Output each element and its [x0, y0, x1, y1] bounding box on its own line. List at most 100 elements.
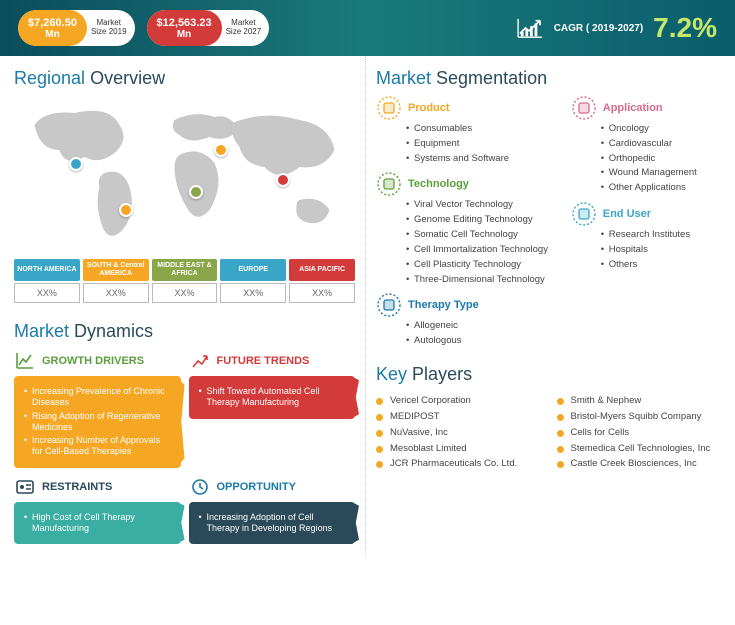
region-pct: XX% — [220, 283, 286, 303]
dynamics-box: High Cost of Cell Therapy Manufacturing — [14, 502, 181, 545]
growth-chart-icon — [516, 17, 544, 39]
map-pin — [119, 203, 133, 217]
map-pin — [214, 143, 228, 157]
dynamics-box: Increasing Prevalence of Chronic Disease… — [14, 376, 181, 468]
segmentation-item: Oncology — [601, 123, 721, 136]
pill2-value: $12,563.23 Mn — [147, 10, 222, 46]
dynamics-item: Rising Adoption of Regenerative Medicine… — [24, 411, 171, 434]
region-name: ASIA PACIFIC — [289, 259, 355, 281]
region-pct: XX% — [14, 283, 80, 303]
dynamics-icon — [14, 350, 36, 372]
segmentation-icon — [376, 292, 402, 318]
dynamics-block-title: RESTRAINTS — [42, 481, 112, 493]
region-pct: XX% — [289, 283, 355, 303]
pill2-number: $12,563.23 — [157, 17, 212, 29]
dynamics-block-title: GROWTH DRIVERS — [42, 355, 144, 367]
region-name: NORTH AMERICA — [14, 259, 80, 281]
segmentation-item: Genome Editing Technology — [406, 214, 561, 227]
dynamics-item: Increasing Number of Approvals for Cell-… — [24, 435, 171, 458]
pill2-unit: Mn — [157, 29, 212, 40]
segmentation-block-title: Application — [603, 102, 663, 114]
key-players-title: Key Players — [376, 364, 721, 385]
key-player-item: Mesoblast Limited — [376, 443, 541, 455]
segmentation-block-title: Technology — [408, 178, 469, 190]
segmentation-icon — [376, 95, 402, 121]
key-player-item: Cells for Cells — [557, 427, 722, 439]
dynamics-block: RESTRAINTS High Cost of Cell Therapy Manu… — [14, 476, 181, 545]
dynamics-block-title: FUTURE TRENDS — [217, 355, 310, 367]
pill1-value: $7,260.50 Mn — [18, 10, 87, 46]
segmentation-block: ProductConsumablesEquipmentSystems and S… — [376, 95, 561, 165]
segmentation-icon — [571, 201, 597, 227]
segmentation-block: Application Oncology Cardiovascular Orthope… — [571, 95, 721, 195]
map-pin — [276, 173, 290, 187]
key-player-item: Bristol-Myers Squibb Company — [557, 411, 722, 423]
segmentation-item: Others — [601, 259, 721, 272]
world-map — [14, 95, 355, 255]
dynamics-box: Shift Toward Automated Cell Therapy Manu… — [189, 376, 356, 419]
key-player-item: NuVasive, Inc — [376, 427, 541, 439]
market-size-2019-pill: $7,260.50 Mn MarketSize 2019 — [18, 10, 135, 46]
segmentation-item: Systems and Software — [406, 153, 561, 166]
key-player-item: Smith & Nephew — [557, 395, 722, 407]
segmentation-item: Wound Management — [601, 167, 721, 180]
segmentation-item: Cell Immortalization Technology — [406, 244, 561, 257]
region-cell: ASIA PACIFICXX% — [289, 259, 355, 303]
dynamics-block: OPPORTUNITYIncreasing Adoption of Cell T… — [189, 476, 356, 545]
segmentation-item: Autologous — [406, 335, 561, 348]
key-player-item: MEDIPOST — [376, 411, 541, 423]
region-cell: SOUTH & Central AMERICAXX% — [83, 259, 149, 303]
dynamics-item: Increasing Adoption of Cell Therapy in D… — [199, 512, 346, 535]
pill2-label: MarketSize 2027 — [222, 19, 270, 37]
segmentation-item: Hospitals — [601, 244, 721, 257]
pill1-label: MarketSize 2019 — [87, 19, 135, 37]
dynamics-item: High Cost of Cell Therapy Manufacturing — [24, 512, 171, 535]
segmentation-title: Market Segmentation — [376, 68, 721, 89]
segmentation-grid: ProductConsumablesEquipmentSystems and S… — [376, 95, 721, 354]
segmentation-item: Cell Plasticity Technology — [406, 259, 561, 272]
segmentation-block: End User Research Institutes Hospitals Othe… — [571, 201, 721, 271]
region-pct: XX% — [83, 283, 149, 303]
key-players-columns: Vericel Corporation MEDIPOST NuVasive, Inc… — [376, 391, 721, 474]
dynamics-item: Shift Toward Automated Cell Therapy Manu… — [199, 386, 346, 409]
segmentation-item: Viral Vector Technology — [406, 199, 561, 212]
market-size-2027-pill: $12,563.23 Mn MarketSize 2027 — [147, 10, 270, 46]
cagr-label: CAGR ( 2019-2027) — [554, 23, 643, 34]
regional-title: Regional Overview — [14, 68, 355, 89]
segmentation-item: Allogeneic — [406, 320, 561, 333]
pill1-unit: Mn — [28, 29, 77, 40]
segmentation-item: Research Institutes — [601, 229, 721, 242]
segmentation-item: Cardiovascular — [601, 138, 721, 151]
dynamics-box: Increasing Adoption of Cell Therapy in D… — [189, 502, 356, 545]
region-name: SOUTH & Central AMERICA — [83, 259, 149, 281]
segmentation-item: Equipment — [406, 138, 561, 151]
segmentation-item: Orthopedic — [601, 153, 721, 166]
dynamics-grid: GROWTH DRIVERS Increasing Prevalence of C… — [14, 350, 355, 544]
region-name: MIDDLE EAST & AFRICA — [152, 259, 218, 281]
segmentation-block-title: Product — [408, 102, 450, 114]
region-name: EUROPE — [220, 259, 286, 281]
dynamics-icon — [189, 350, 211, 372]
segmentation-item: Somatic Cell Technology — [406, 229, 561, 242]
segmentation-item: Three-Dimensional Technology — [406, 274, 561, 287]
key-player-item: Stemedica Cell Technologies, Inc — [557, 443, 722, 455]
region-pct: XX% — [152, 283, 218, 303]
cagr-value: 7.2% — [653, 12, 717, 44]
region-cell: NORTH AMERICAXX% — [14, 259, 80, 303]
segmentation-item: Other Applications — [601, 182, 721, 195]
pill1-number: $7,260.50 — [28, 17, 77, 29]
segmentation-icon — [571, 95, 597, 121]
cagr-block: CAGR ( 2019-2027) 7.2% — [516, 12, 717, 44]
segmentation-block-title: Therapy Type — [408, 299, 479, 311]
key-player-item: JCR Pharmaceuticals Co. Ltd. — [376, 458, 541, 470]
key-player-item: Castle Creek Biosciences, Inc — [557, 458, 722, 470]
segmentation-block-title: End User — [603, 208, 651, 220]
segmentation-icon — [376, 171, 402, 197]
key-player-item: Vericel Corporation — [376, 395, 541, 407]
regions-row: NORTH AMERICAXX%SOUTH & Central AMERICAX… — [14, 259, 355, 303]
region-cell: MIDDLE EAST & AFRICAXX% — [152, 259, 218, 303]
dynamics-title: Market Dynamics — [14, 321, 355, 342]
dynamics-block: GROWTH DRIVERS Increasing Prevalence of C… — [14, 350, 181, 468]
dynamics-icon — [189, 476, 211, 498]
segmentation-block: Therapy Type Allogeneic Autologous — [376, 292, 561, 348]
